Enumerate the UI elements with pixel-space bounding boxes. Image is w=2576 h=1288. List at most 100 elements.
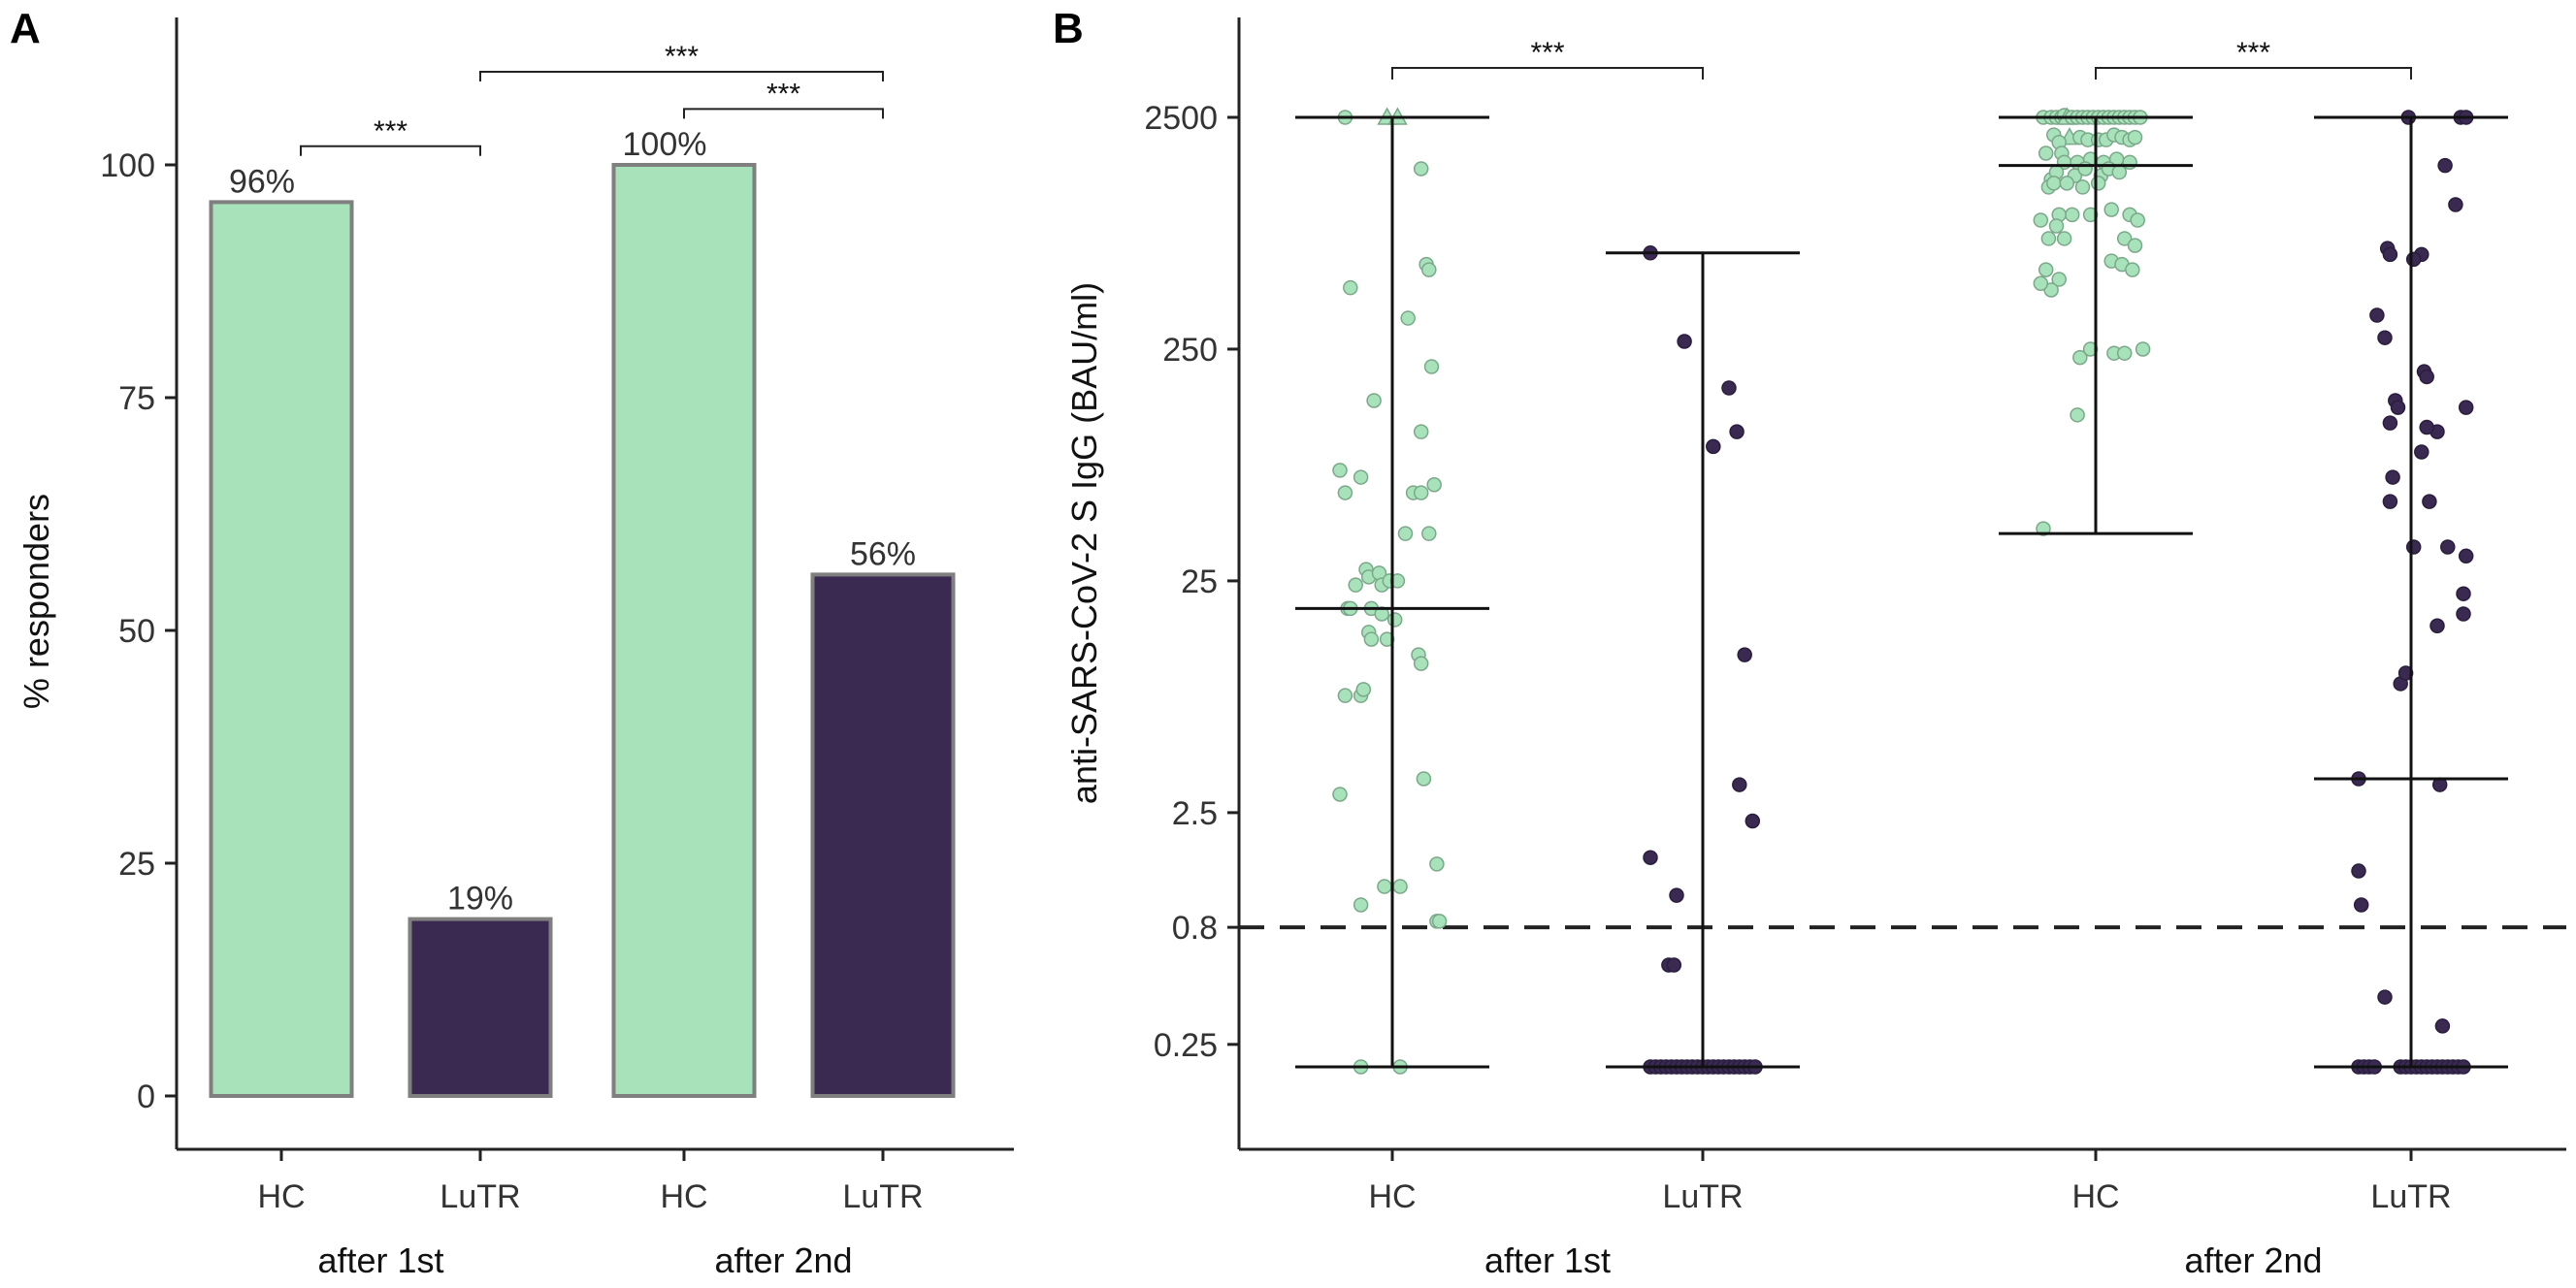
data-point xyxy=(1400,310,1416,326)
data-point xyxy=(2405,539,2422,555)
data-point xyxy=(2033,275,2049,292)
data-point xyxy=(2382,494,2398,509)
data-point xyxy=(1337,485,1353,500)
data-point xyxy=(2458,548,2474,564)
data-point xyxy=(2382,415,2398,431)
y-tick-label: 50 xyxy=(118,613,155,650)
significance-label: *** xyxy=(766,78,800,110)
data-point xyxy=(1669,887,1684,903)
data-point xyxy=(2353,897,2369,913)
y-tick-label: 2500 xyxy=(1144,100,1218,137)
data-point xyxy=(2434,1018,2451,1034)
data-point xyxy=(1332,787,1348,802)
data-point xyxy=(2458,400,2474,415)
data-point xyxy=(1343,279,1358,296)
data-point xyxy=(2405,251,2422,268)
x-tick-label: HC xyxy=(2071,1178,2119,1215)
bar-value-label: 96% xyxy=(229,163,295,200)
data-point xyxy=(2456,586,2471,601)
data-point xyxy=(1677,334,1692,349)
data-point xyxy=(1421,262,1437,277)
data-point xyxy=(1732,777,1747,792)
data-point xyxy=(1721,380,1737,396)
data-point xyxy=(1366,393,1382,408)
y-tick-label: 2.5 xyxy=(1172,795,1218,832)
panel-a-y-ticks: 0 25 50 75 100 xyxy=(100,147,177,1115)
y-tick-label: 0.8 xyxy=(1172,910,1218,947)
panel-b-group-label-2: after 2nd xyxy=(2184,1240,2322,1280)
data-point xyxy=(2051,272,2067,287)
data-point xyxy=(2448,197,2463,212)
x-tick-label: HC xyxy=(660,1178,707,1215)
y-tick-label: 100 xyxy=(100,147,155,184)
data-point xyxy=(1337,688,1353,703)
panel-b-y-ticks: 0.25 0.8 2.5 25 250 2500 xyxy=(1144,100,1239,1064)
data-point xyxy=(1413,161,1429,177)
x-tick-label: LuTR xyxy=(440,1178,520,1215)
significance-label: *** xyxy=(665,41,699,73)
data-point xyxy=(2046,176,2062,191)
panel-a-bars: 96% 19% 100% 56% xyxy=(209,126,956,1098)
x-tick-label: HC xyxy=(1368,1178,1416,1215)
data-point xyxy=(2082,207,2099,223)
significance-bracket xyxy=(479,71,884,81)
significance-label: *** xyxy=(374,115,408,147)
y-tick-label: 250 xyxy=(1162,332,1218,369)
data-point xyxy=(1355,682,1372,697)
bar-value-label: 100% xyxy=(623,126,707,163)
panel-a-group-label-2: after 2nd xyxy=(714,1240,852,1280)
data-point xyxy=(1389,573,1406,589)
data-point xyxy=(2048,218,2065,234)
data-point xyxy=(1423,359,1440,374)
data-point xyxy=(1413,424,1429,439)
bar-hc-2 xyxy=(611,163,757,1098)
significance-label: *** xyxy=(2236,37,2270,69)
data-point xyxy=(1426,477,1442,493)
data-point xyxy=(2351,863,2366,879)
data-point xyxy=(2064,207,2080,223)
data-point xyxy=(1643,850,1658,865)
significance-label: *** xyxy=(1530,37,1564,69)
data-point xyxy=(2127,129,2143,145)
data-point xyxy=(2369,307,2385,323)
data-point xyxy=(1666,957,1682,973)
data-point xyxy=(2116,231,2133,246)
data-point xyxy=(2038,145,2054,161)
data-point xyxy=(2122,154,2137,171)
data-point xyxy=(1706,438,1721,455)
data-point xyxy=(1745,813,1761,829)
data-point xyxy=(1429,856,1445,872)
y-tick-label: 0 xyxy=(137,1079,155,1115)
data-point xyxy=(2072,349,2088,366)
data-point xyxy=(1421,526,1437,541)
data-point xyxy=(2390,400,2406,415)
data-point xyxy=(2440,539,2456,555)
x-tick-label: LuTR xyxy=(1662,1178,1743,1215)
y-tick-label: 25 xyxy=(1181,564,1218,600)
bar-value-label: 19% xyxy=(447,881,513,918)
panel-b-y-axis-title: anti-SARS-CoV-2 S IgG (BAU/ml) xyxy=(1064,282,1104,804)
data-point xyxy=(1363,631,1380,647)
significance-bracket xyxy=(683,108,884,119)
data-point xyxy=(1348,577,1363,593)
data-point xyxy=(1392,879,1408,894)
data-point xyxy=(2377,989,2393,1005)
data-point xyxy=(2130,212,2145,228)
bar-value-label: 56% xyxy=(850,535,916,572)
panel-a-x-ticks: HC LuTR HC LuTR xyxy=(257,1149,924,1215)
panel-a-group-label-1: after 1st xyxy=(317,1240,443,1280)
data-point xyxy=(1413,656,1429,671)
bar-lutr-1 xyxy=(408,917,553,1098)
data-point xyxy=(2437,157,2453,174)
panel-b-letter: B xyxy=(1053,5,1084,52)
panel-a-y-axis-title: % responders xyxy=(16,494,56,709)
data-point xyxy=(1386,612,1403,628)
data-point xyxy=(1353,469,1369,485)
data-point xyxy=(1737,647,1752,662)
panel-a-letter: A xyxy=(10,5,41,52)
data-point xyxy=(1729,424,1745,439)
data-point xyxy=(2429,618,2445,633)
data-point xyxy=(2082,341,2099,357)
